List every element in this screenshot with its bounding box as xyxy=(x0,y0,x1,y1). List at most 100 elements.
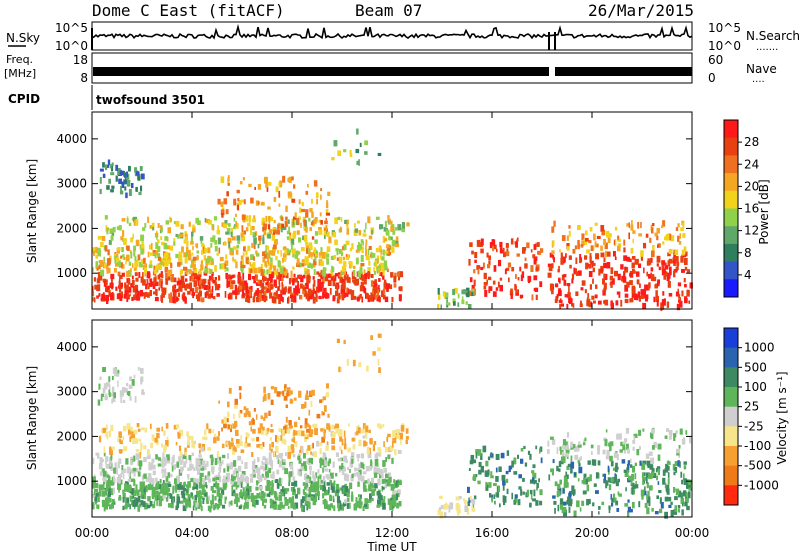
velocity-cell xyxy=(370,459,373,466)
power-cell xyxy=(502,247,505,254)
velocity-cell xyxy=(627,506,631,513)
velocity-cell xyxy=(127,485,132,492)
velocity-cell xyxy=(283,491,286,497)
power-cell xyxy=(487,264,491,269)
power-cell xyxy=(179,286,183,292)
velocity-cell xyxy=(312,471,315,478)
power-cell xyxy=(123,172,127,178)
power-cell xyxy=(621,278,624,282)
power-colorbar-tick-label: 12 xyxy=(744,224,759,238)
velocity-cell xyxy=(232,423,237,429)
power-cell xyxy=(204,218,207,223)
power-cell xyxy=(135,187,138,191)
velocity-cell xyxy=(167,483,172,487)
power-cell xyxy=(242,252,245,257)
power-cell xyxy=(268,266,272,274)
velocity-cell xyxy=(320,479,324,484)
power-cell xyxy=(258,290,263,294)
velocity-cell xyxy=(281,504,285,509)
power-cell xyxy=(267,206,271,210)
velocity-cell xyxy=(102,500,104,505)
power-cell xyxy=(216,252,219,256)
velocity-cell xyxy=(640,489,645,497)
power-cell xyxy=(266,269,269,275)
power-cell xyxy=(223,198,228,205)
power-colorbar-segment xyxy=(724,279,738,298)
velocity-cell xyxy=(344,437,347,445)
velocity-cell xyxy=(132,438,136,445)
velocity-cell xyxy=(314,499,317,506)
power-cell xyxy=(616,291,621,295)
power-cell xyxy=(645,233,649,238)
velocity-cell xyxy=(341,462,344,469)
velocity-cell xyxy=(336,496,340,504)
velocity-cell xyxy=(468,497,471,503)
velocity-cell xyxy=(346,459,348,464)
power-cell xyxy=(618,291,621,298)
power-cell xyxy=(499,247,503,254)
velocity-cell xyxy=(259,486,263,490)
velocity-cell xyxy=(204,466,207,470)
power-cell xyxy=(194,272,197,278)
power-cell xyxy=(241,259,244,266)
velocity-cell xyxy=(133,455,135,462)
power-cell xyxy=(95,254,98,259)
velocity-cell xyxy=(358,497,361,504)
power-cell xyxy=(97,286,100,292)
velocity-cell xyxy=(167,492,169,498)
velocity-cell xyxy=(287,427,291,434)
power-cell xyxy=(349,153,353,158)
velocity-cell xyxy=(311,389,315,396)
velocity-cell xyxy=(529,479,534,484)
velocity-cell xyxy=(559,503,564,510)
velocity-cell xyxy=(391,494,395,502)
power-cell xyxy=(675,227,679,231)
velocity-cell xyxy=(351,473,354,478)
power-cell xyxy=(380,254,382,260)
velocity-cell xyxy=(132,467,137,472)
velocity-cell xyxy=(180,490,185,495)
velocity-cell xyxy=(503,495,507,503)
power-cell xyxy=(445,292,449,298)
velocity-cell xyxy=(125,458,129,465)
velocity-cell xyxy=(616,454,619,461)
velocity-cell xyxy=(342,487,346,493)
power-cell xyxy=(146,278,149,286)
power-cell xyxy=(530,265,534,272)
velocity-cell xyxy=(563,477,568,485)
velocity-cell xyxy=(243,505,245,510)
velocity-cell xyxy=(347,447,351,453)
velocity-cell xyxy=(685,430,688,435)
velocity-cell xyxy=(305,481,309,488)
velocity-cell xyxy=(280,435,282,441)
velocity-cell xyxy=(136,467,139,473)
velocity-cell xyxy=(102,387,106,394)
power-cell xyxy=(446,302,451,306)
power-cell xyxy=(215,284,219,290)
velocity-cell xyxy=(467,501,471,507)
velocity-cell xyxy=(140,376,144,383)
velocity-cell xyxy=(92,493,96,498)
power-cell xyxy=(608,233,612,237)
velocity-cell xyxy=(319,457,323,462)
power-cell xyxy=(337,150,342,156)
power-cell xyxy=(549,252,553,258)
power-cell xyxy=(630,224,634,231)
velocity-cell xyxy=(112,397,116,403)
velocity-cell xyxy=(679,428,683,435)
velocity-cell xyxy=(320,428,324,432)
velocity-cell xyxy=(317,496,320,501)
velocity-cell xyxy=(591,451,593,455)
velocity-cell xyxy=(506,478,509,484)
velocity-cell xyxy=(259,423,263,429)
power-colorbar-segment xyxy=(724,261,738,280)
velocity-cell xyxy=(347,466,349,471)
velocity-cell xyxy=(605,429,608,433)
nsky-right-tick-top: 10^5 xyxy=(708,21,741,35)
velocity-cell xyxy=(357,474,362,481)
velocity-cell xyxy=(190,464,194,469)
power-cell xyxy=(163,259,168,267)
velocity-cell xyxy=(130,460,133,466)
velocity-cell xyxy=(497,485,500,493)
velocity-cell xyxy=(306,429,310,433)
